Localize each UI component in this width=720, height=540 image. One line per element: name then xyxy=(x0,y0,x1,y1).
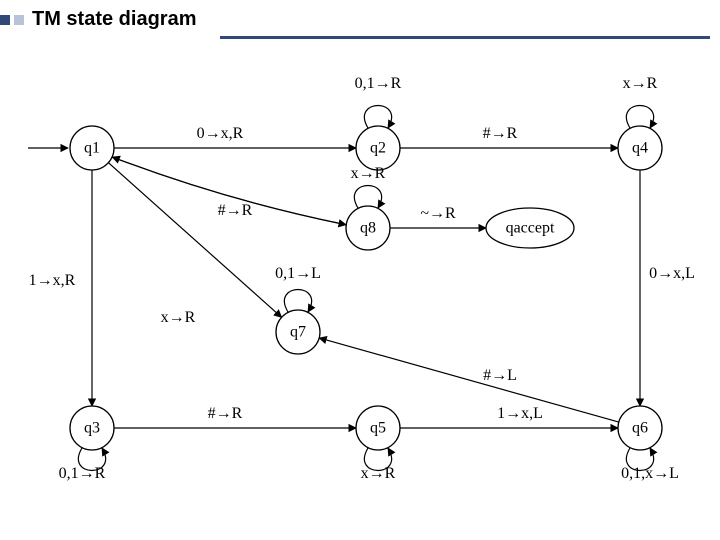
decor-square-1 xyxy=(0,15,10,25)
edge-label-1: #→R xyxy=(483,125,518,142)
edge-label-7: ~→R xyxy=(420,205,456,222)
edge-label-17: #→L xyxy=(483,367,517,384)
node-label-q6: q6 xyxy=(632,420,648,437)
edge-label-9: 1→x,R xyxy=(29,272,76,289)
node-label-qacc: qaccept xyxy=(506,220,555,237)
edge-label-13: 0,1→R xyxy=(59,465,106,482)
edge-label-11: 0,1→L xyxy=(275,265,321,282)
edge-label-2: 0,1→R xyxy=(355,75,402,92)
page-title: TM state diagram xyxy=(32,8,196,31)
edge-q6-q7 xyxy=(319,338,619,422)
edge-q4-q4 xyxy=(626,106,653,129)
node-label-q1: q1 xyxy=(84,140,100,157)
edge-label-10: x→R xyxy=(161,309,196,326)
node-label-q5: q5 xyxy=(370,420,386,437)
edge-label-3: x→R xyxy=(623,75,658,92)
edge-label-16: 1→x,L xyxy=(497,405,543,422)
node-label-q2: q2 xyxy=(370,140,386,157)
edge-label-8: 0→x,L xyxy=(649,265,695,282)
edge-q8-q8 xyxy=(354,186,381,209)
node-label-q8: q8 xyxy=(360,220,376,237)
edge-label-4: x→R xyxy=(351,165,386,182)
header: TM state diagram xyxy=(0,8,720,31)
node-label-q4: q4 xyxy=(632,140,648,157)
state-diagram: q1 q2 q4 q8 qaccept q7 q3 q5 q6 0→x,R #→R 0,1→R x→R… xyxy=(0,60,720,530)
edge-label-14: x→R xyxy=(361,465,396,482)
header-rule xyxy=(220,36,710,39)
decor-square-2 xyxy=(14,15,24,25)
node-label-q3: q3 xyxy=(84,420,100,437)
edge-q2-q2 xyxy=(364,106,391,129)
edge-q7-q7 xyxy=(284,290,311,313)
edge-label-12: #→R xyxy=(208,405,243,422)
edge-label-0: 0→x,R xyxy=(197,125,244,142)
edge-label-15: 0,1,x→L xyxy=(621,465,679,482)
node-label-q7: q7 xyxy=(290,324,306,341)
edge-label-5: #→R xyxy=(218,202,253,219)
